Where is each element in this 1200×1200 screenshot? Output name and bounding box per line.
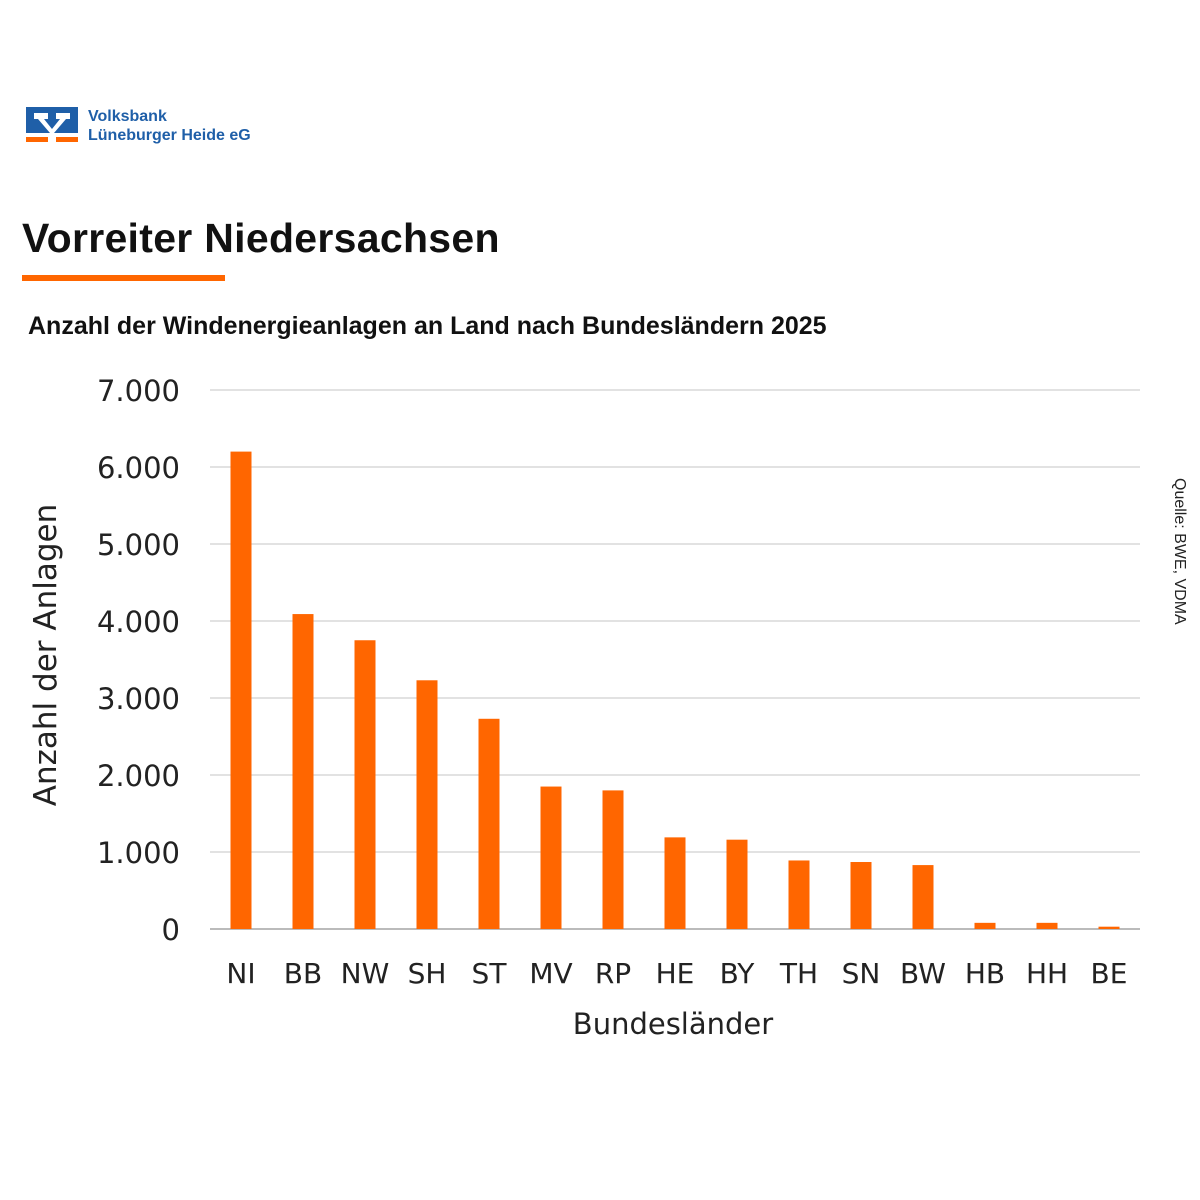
x-tick-label: HH (1026, 957, 1068, 990)
bar-BB (292, 614, 314, 929)
bar-BW (912, 865, 934, 929)
y-tick-label: 0 (162, 913, 180, 947)
x-tick-label: MV (529, 957, 572, 990)
chart-subtitle: Anzahl der Windenergieanlagen an Land na… (28, 312, 827, 340)
bar-HB (974, 922, 996, 929)
y-tick-label: 1.000 (97, 836, 180, 870)
x-axis-label: Bundesländer (573, 1007, 773, 1041)
bar-HH (1036, 922, 1058, 929)
x-tick-label: TH (779, 957, 818, 990)
bar-NW (354, 640, 376, 929)
x-tick-label: HE (656, 957, 695, 990)
x-tick-label: BE (1091, 957, 1128, 990)
brand-name-line2: Lüneburger Heide eG (88, 127, 251, 144)
bar-MV (540, 786, 562, 929)
y-tick-label: 2.000 (97, 759, 180, 793)
bar-NI (230, 451, 252, 929)
y-axis-label: Anzahl der Anlagen (28, 504, 64, 806)
x-tick-label: BW (900, 957, 946, 990)
x-tick-label: SH (408, 957, 447, 990)
x-tick-label: BY (720, 957, 756, 990)
title-underline (22, 275, 225, 281)
bar-HE (664, 837, 686, 929)
bar-SN (850, 862, 872, 929)
gridlines (210, 389, 1140, 930)
brand-name: Volksbank Lüneburger Heide eG (88, 107, 251, 145)
brand-name-line1: Volksbank (88, 108, 167, 125)
y-tick-label: 5.000 (97, 528, 180, 562)
x-tick-label: NI (226, 957, 255, 990)
source-note: Quelle: BWE, VDMA (1171, 478, 1188, 625)
bar-ST (478, 718, 500, 929)
x-tick-label: ST (472, 957, 508, 990)
bars (230, 451, 1120, 929)
bar-TH (788, 860, 810, 929)
page-title: Vorreiter Niedersachsen (22, 215, 500, 261)
y-tick-label: 6.000 (97, 451, 180, 485)
volksbank-logo-icon (26, 107, 78, 142)
x-tick-labels: NI BB NW SH ST MV RP HE BY TH SN BW HB HH BE (226, 957, 1127, 990)
y-tick-labels: 0 1.000 2.000 3.000 4.000 5.000 6.000 7.000 (97, 374, 180, 947)
y-tick-label: 7.000 (97, 374, 180, 408)
x-tick-label: BB (284, 957, 322, 990)
x-tick-label: RP (595, 957, 631, 990)
bar-BY (726, 839, 748, 929)
x-tick-label: SN (842, 957, 881, 990)
x-tick-label: HB (965, 957, 1005, 990)
bar-RP (602, 790, 624, 929)
x-tick-label: NW (341, 957, 390, 990)
y-tick-label: 4.000 (97, 605, 180, 639)
bar-BE (1098, 926, 1120, 929)
bar-SH (416, 680, 438, 929)
y-tick-label: 3.000 (97, 682, 180, 716)
